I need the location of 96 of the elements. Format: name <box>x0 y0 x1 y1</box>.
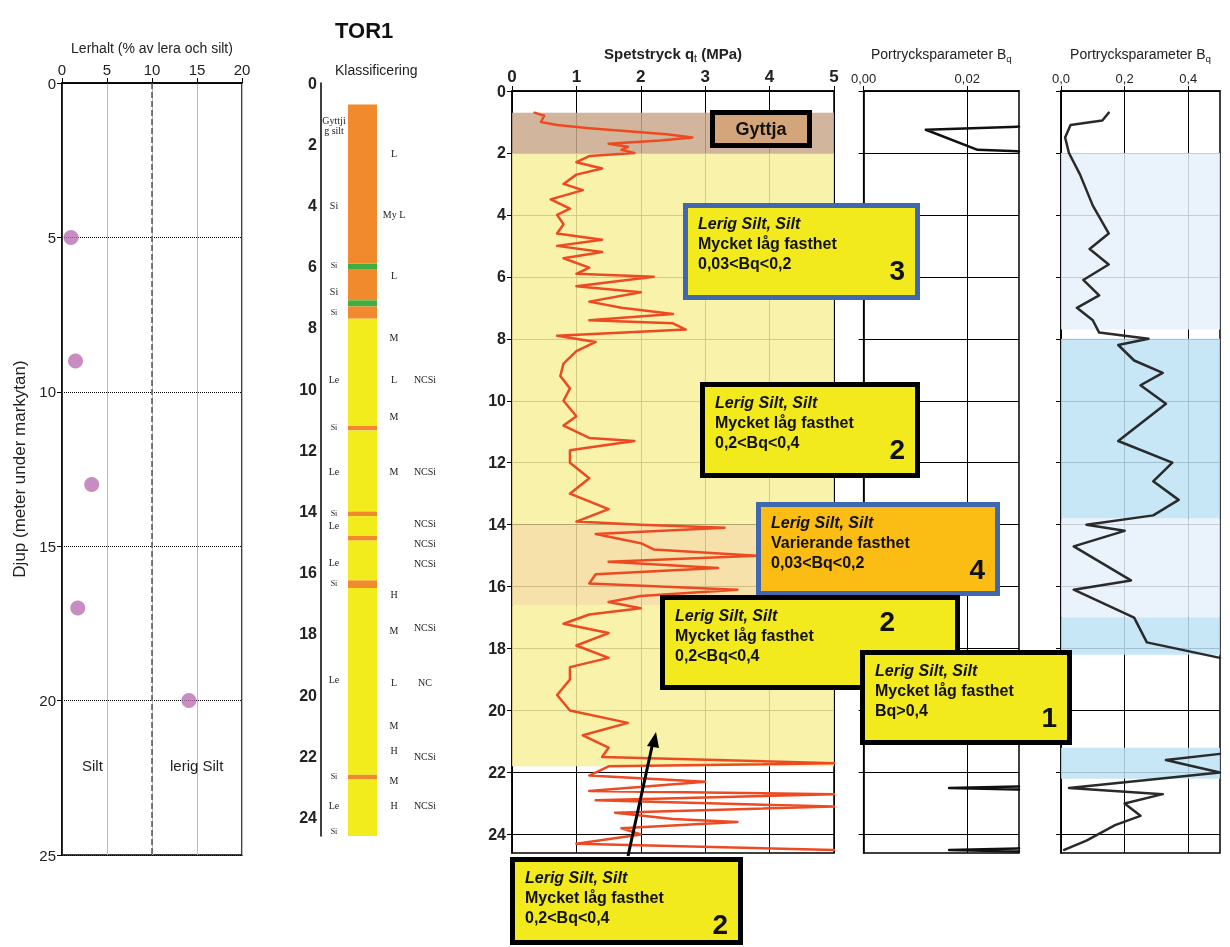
y-tick-label: 16 <box>488 578 507 596</box>
annotation: NCSi <box>413 622 437 634</box>
annotation: H <box>390 744 398 756</box>
annotation: NCSi <box>413 750 437 762</box>
y-tick-label: 10 <box>39 383 56 401</box>
annotation: Si <box>330 826 339 836</box>
annotation: NCSi <box>413 558 437 570</box>
x-tick-label: 5 <box>102 61 112 78</box>
x-tick-label: 20 <box>233 61 251 78</box>
x-tick-label: 2 <box>636 67 646 86</box>
y-tick-label: 20 <box>299 686 318 704</box>
chart-subtitle: Klassificering <box>335 62 418 78</box>
chart-title: TOR1 <box>335 17 394 43</box>
y-tick-label: 2 <box>497 144 507 162</box>
y-tick-label: 4 <box>497 206 507 224</box>
annotation: L <box>390 677 398 689</box>
annotation: NCSi <box>413 538 437 550</box>
x-tick-label: 5 <box>829 67 839 86</box>
y-tick-label: 12 <box>299 441 318 459</box>
y-tick-label: 18 <box>299 625 318 643</box>
text: Lerig Silt, Silt Mycket låg fasthet Bq>0,4 1 <box>875 662 1057 733</box>
y-tick-label: 8 <box>497 330 507 348</box>
annotation: NCSi <box>413 466 437 478</box>
annotation: Si <box>329 285 339 297</box>
annotation: M <box>389 625 399 637</box>
annotation: M <box>389 720 399 732</box>
annotation: H <box>390 588 398 600</box>
y-tick-label: 24 <box>488 825 507 843</box>
y-tick-label: 25 <box>39 846 56 864</box>
x-tick-label: 1 <box>571 67 582 86</box>
y-tick-label: 20 <box>39 692 56 710</box>
text: Lerig Silt, Silt Mycket låg fasthet 0,2<Bq<0,4 2 <box>525 869 728 940</box>
text: Lerig Silt, Silt Mycket låg fasthet 0,2<Bq<0,4 2 <box>675 606 895 664</box>
y-tick-label: 18 <box>488 640 507 658</box>
annotation: H <box>390 799 398 811</box>
text: Lerig Silt, Silt Mycket låg fasthet 0,2<Bq<0,4 2 <box>715 394 905 465</box>
text: Lerig Silt, Silt Mycket låg fasthet 0,03<Bq<0,2 3 <box>698 215 905 286</box>
y-tick-label: 4 <box>308 196 318 214</box>
x-tick-label: 0,0 <box>1051 71 1071 86</box>
x-tick-label: 0,2 <box>1115 71 1134 86</box>
annotation: Si <box>330 308 339 318</box>
x-tick-label: 3 <box>700 67 710 86</box>
annotation: Le <box>328 799 340 811</box>
annotation: L <box>390 147 398 159</box>
annotation: Si <box>329 199 339 211</box>
y-tick-label: 16 <box>299 564 318 582</box>
x-tick-label: 10 <box>143 61 161 78</box>
y-tick-label: 20 <box>488 702 507 720</box>
annotation: Le <box>328 556 340 568</box>
y-tick-label: 22 <box>488 763 507 781</box>
annotation: M <box>389 466 399 478</box>
text: Lerig Silt, Silt Varierande fasthet 0,03<Bq<0,2 4 <box>771 514 985 585</box>
annotation: Le <box>328 519 340 531</box>
annotation: M <box>389 331 399 343</box>
annotation: M <box>389 775 399 787</box>
y-tick-label: 6 <box>308 258 318 276</box>
annotation: NCSi <box>413 799 437 811</box>
x-tick-label: 0,02 <box>954 71 980 86</box>
annotation: lerig Silt <box>170 757 225 774</box>
annotation: Le <box>328 374 340 386</box>
annotation: L <box>390 374 398 386</box>
x-tick-label: 15 <box>188 61 206 78</box>
annotation: Si <box>330 578 339 588</box>
annotation: NC <box>418 677 433 689</box>
annotation: NCSi <box>413 518 437 530</box>
x-axis-title: Lerhalt (% av lera och silt) <box>71 40 233 56</box>
y-tick-label: 14 <box>488 516 507 534</box>
y-tick-label: 10 <box>488 392 507 410</box>
annotation: Le <box>328 674 340 686</box>
annotation: Si <box>330 422 339 432</box>
y-tick-label: 15 <box>39 537 56 555</box>
y-tick-label: 10 <box>299 380 318 398</box>
annotation: Silt <box>82 757 104 774</box>
y-tick-label: 2 <box>308 135 318 153</box>
x-tick-label: 0,4 <box>1179 71 1198 86</box>
annotation: NCSi <box>413 374 437 386</box>
y-tick-label: 8 <box>308 319 318 337</box>
annotation: Gyttjig silt <box>322 115 346 137</box>
y-tick-label: 5 <box>47 228 56 246</box>
y-tick-label: 14 <box>299 503 318 521</box>
y-tick-label: 24 <box>299 809 318 827</box>
y-tick-label: 12 <box>488 454 507 472</box>
annotation: Si <box>330 260 339 270</box>
annotation: Le <box>328 466 340 478</box>
annotation: Gyttja <box>735 118 787 140</box>
annotation: Si <box>330 771 339 781</box>
annotation: M <box>389 411 399 423</box>
x-tick-label: 0,00 <box>850 71 877 86</box>
y-tick-label: 22 <box>299 747 318 765</box>
y-axis-title: Djup (meter under markytan) <box>10 360 29 578</box>
annotation: L <box>390 270 398 282</box>
x-tick-label: 4 <box>764 67 775 86</box>
y-tick-label: 6 <box>497 268 507 286</box>
y-tick-label: 0 <box>497 82 507 100</box>
annotation: My L <box>382 209 406 221</box>
annotation: Si <box>330 508 339 518</box>
